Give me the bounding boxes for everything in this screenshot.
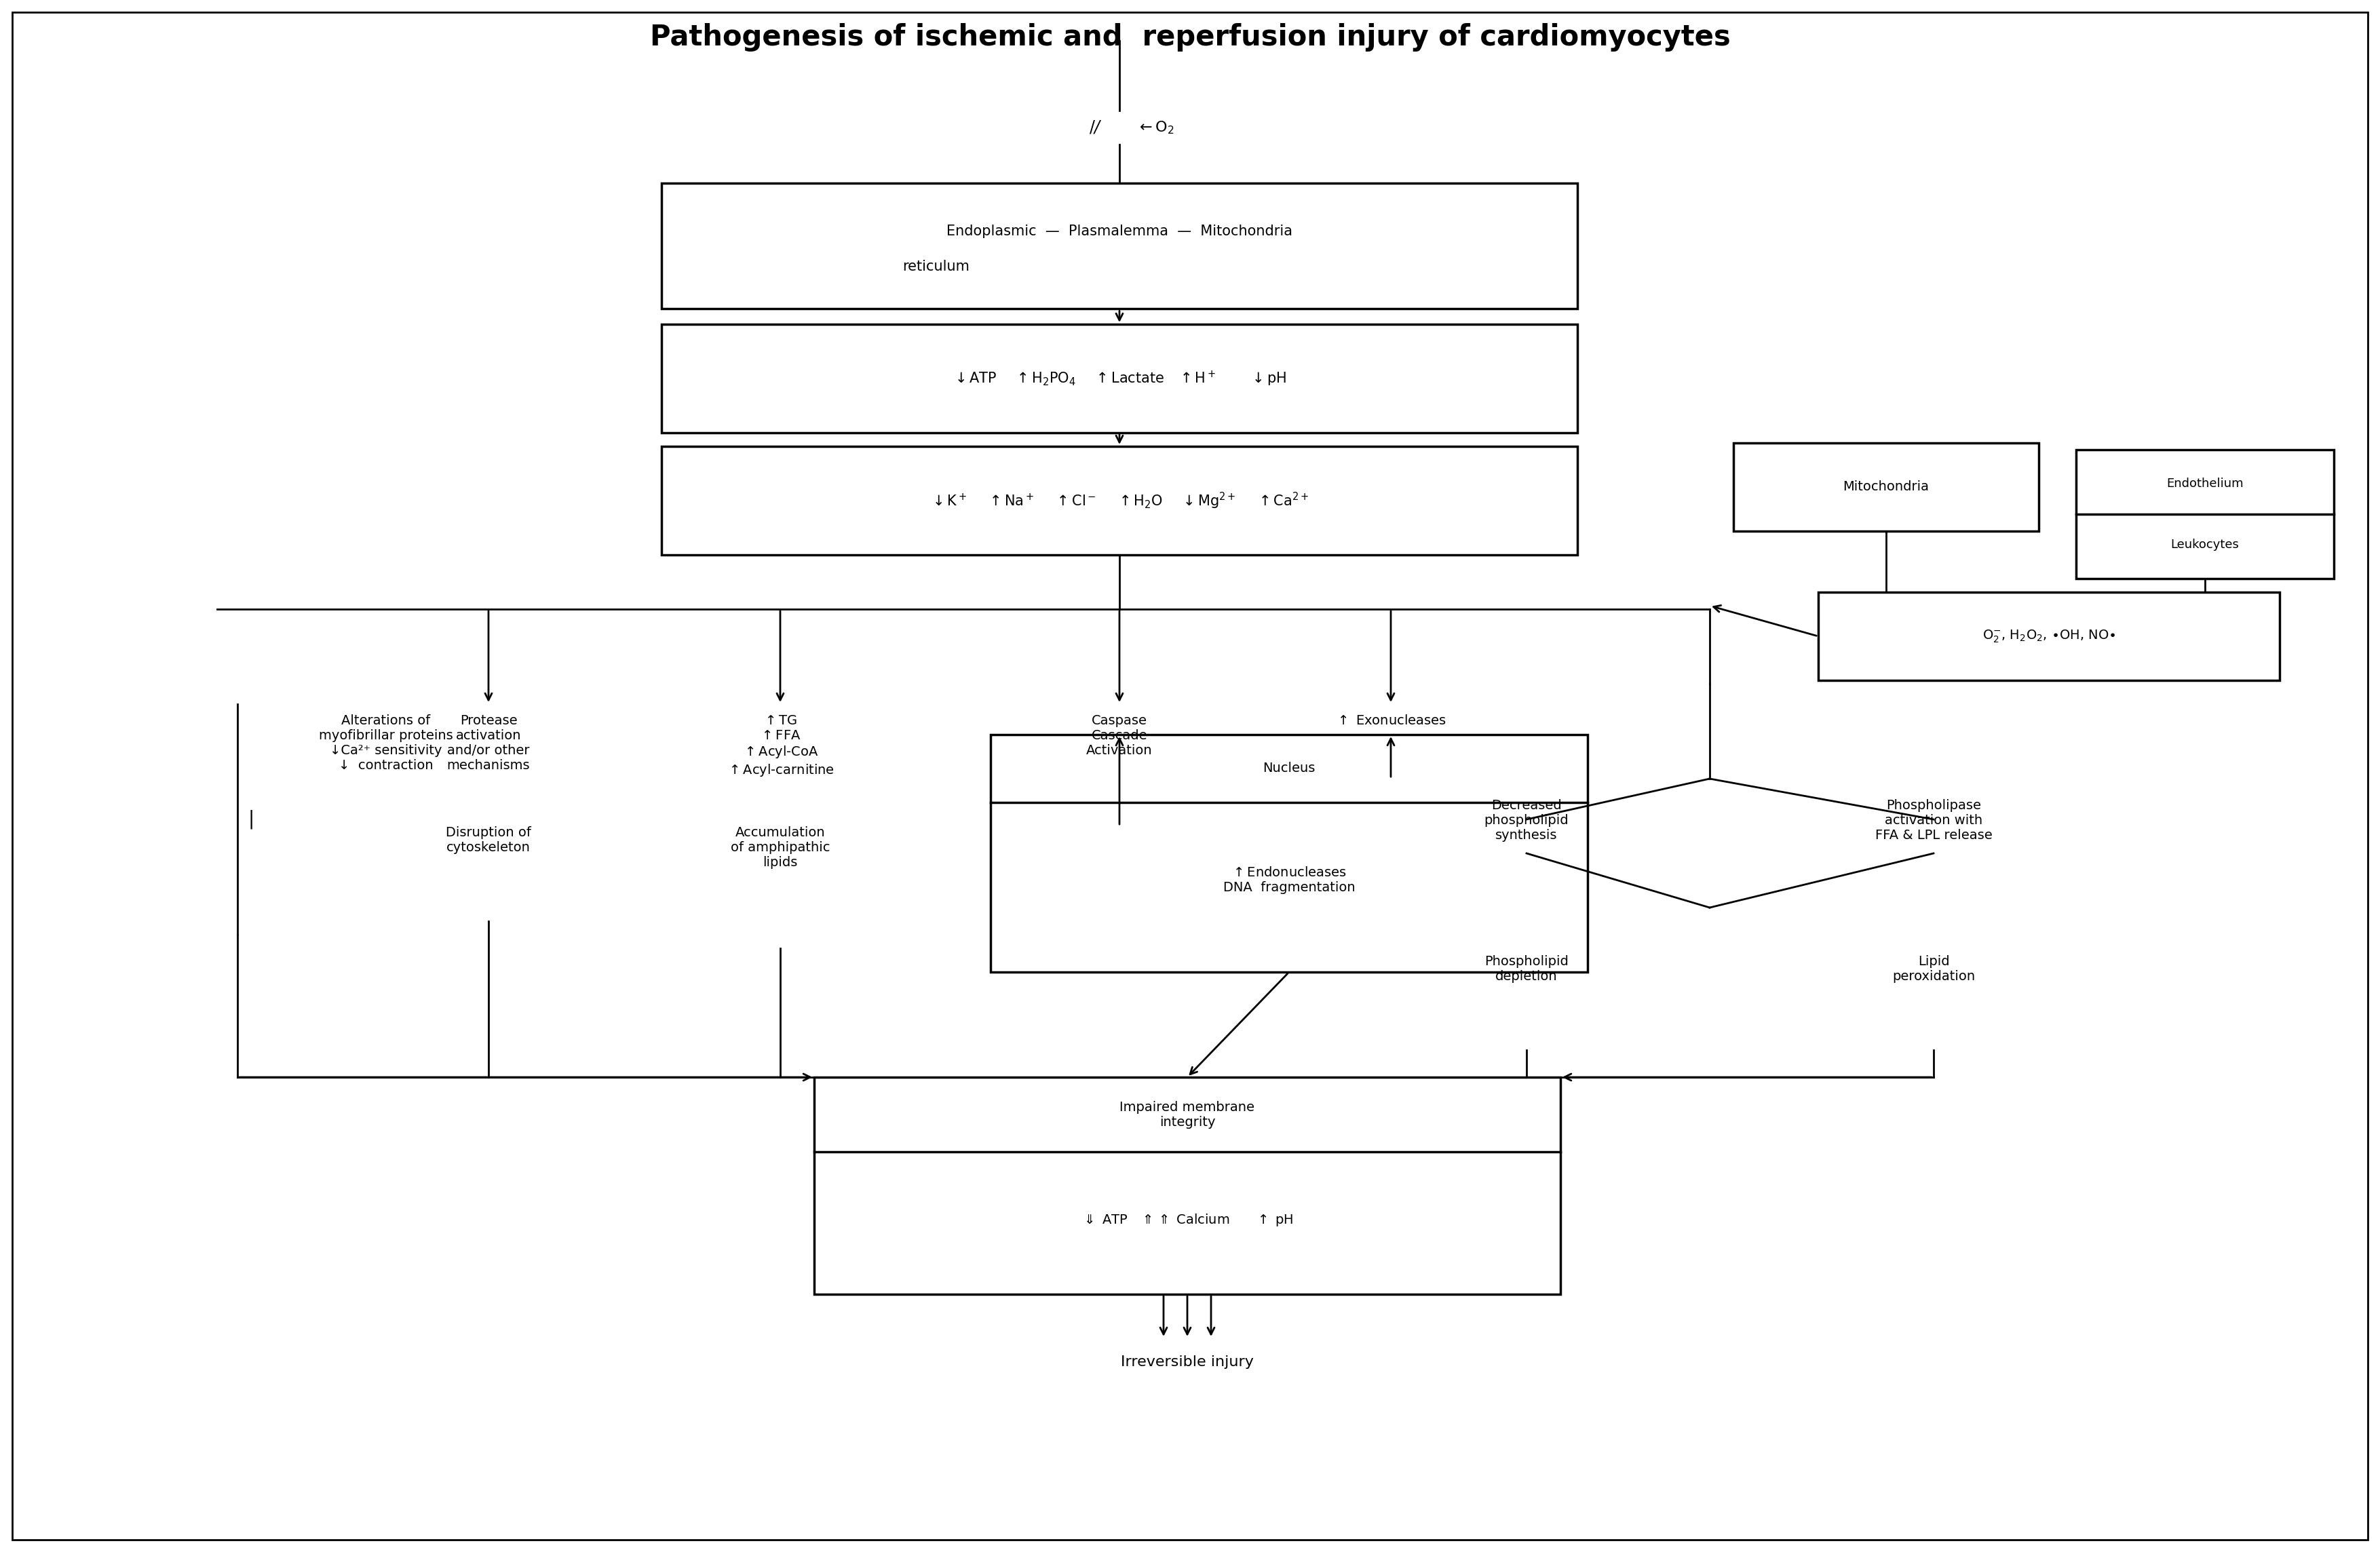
Bar <box>1733 442 2040 531</box>
Text: $\downarrow$K$^+$    $\uparrow$Na$^+$    $\uparrow$Cl$^-$    $\uparrow$H$_2$O   : $\downarrow$K$^+$ $\uparrow$Na$^+$ $\upa… <box>931 490 1309 511</box>
Bar <box>1818 593 2280 680</box>
Text: Accumulation
of amphipathic
lipids: Accumulation of amphipathic lipids <box>731 826 831 869</box>
Text: Lipid
peroxidation: Lipid peroxidation <box>1892 954 1975 982</box>
Text: Irreversible injury: Irreversible injury <box>1121 1355 1254 1369</box>
Bar <box>662 183 1578 309</box>
Text: Impaired membrane
integrity: Impaired membrane integrity <box>1119 1100 1254 1128</box>
Text: $\downarrow$ATP    $\uparrow$H$_2$PO$_4$    $\uparrow$Lactate   $\uparrow$H$^+$ : $\downarrow$ATP $\uparrow$H$_2$PO$_4$ $\… <box>952 369 1288 388</box>
Text: $\uparrow$TG
$\uparrow$FFA
$\uparrow$Acyl-CoA
$\uparrow$Acyl-carnitine: $\uparrow$TG $\uparrow$FFA $\uparrow$Acy… <box>726 714 833 778</box>
Text: Caspase
Cascade
Activation: Caspase Cascade Activation <box>1085 714 1152 757</box>
Text: $\uparrow$Endonucleases
DNA  fragmentation: $\uparrow$Endonucleases DNA fragmentatio… <box>1223 866 1354 894</box>
Text: Mitochondria: Mitochondria <box>1842 481 1930 494</box>
Text: Pathogenesis of ischemic and  reperfusion injury of cardiomyocytes: Pathogenesis of ischemic and reperfusion… <box>650 23 1730 51</box>
Text: reticulum: reticulum <box>902 259 969 273</box>
Text: Phospholipase
activation with
FFA & LPL release: Phospholipase activation with FFA & LPL … <box>1875 799 1992 841</box>
Text: |: | <box>248 810 255 829</box>
Text: $/$/: $/$/ <box>1090 120 1102 135</box>
Bar <box>2075 450 2335 579</box>
Text: Alterations of
myofibrillar proteins
↓Ca²⁺ sensitivity
↓  contraction: Alterations of myofibrillar proteins ↓Ca… <box>319 714 452 771</box>
Text: Nucleus: Nucleus <box>1264 762 1316 774</box>
Text: Phospholipid
depletion: Phospholipid depletion <box>1485 954 1568 982</box>
Text: Protease
activation
and/or other
mechanisms: Protease activation and/or other mechani… <box>447 714 531 771</box>
Text: Leukocytes: Leukocytes <box>2171 539 2240 551</box>
Text: O$_2^{-}$, H$_2$O$_2$, $\bullet$OH, NO$\bullet$: O$_2^{-}$, H$_2$O$_2$, $\bullet$OH, NO$\… <box>1983 629 2116 644</box>
Text: $\uparrow$ Exonucleases: $\uparrow$ Exonucleases <box>1335 714 1447 728</box>
Bar <box>662 447 1578 556</box>
Text: $\leftarrow$O$_2$: $\leftarrow$O$_2$ <box>1135 120 1173 135</box>
Bar <box>814 1077 1561 1294</box>
Text: Disruption of
cytoskeleton: Disruption of cytoskeleton <box>445 826 531 854</box>
Bar <box>662 324 1578 433</box>
Text: Endoplasmic  —  Plasmalemma  —  Mitochondria: Endoplasmic — Plasmalemma — Mitochondria <box>947 225 1292 237</box>
Text: Endothelium: Endothelium <box>2166 478 2244 490</box>
Bar <box>990 734 1587 972</box>
Text: $\Downarrow$ ATP   $\Uparrow\Uparrow$ Calcium      $\uparrow$ pH: $\Downarrow$ ATP $\Uparrow\Uparrow$ Calc… <box>1081 1212 1292 1228</box>
Text: Decreased
phospholipid
synthesis: Decreased phospholipid synthesis <box>1485 799 1568 841</box>
